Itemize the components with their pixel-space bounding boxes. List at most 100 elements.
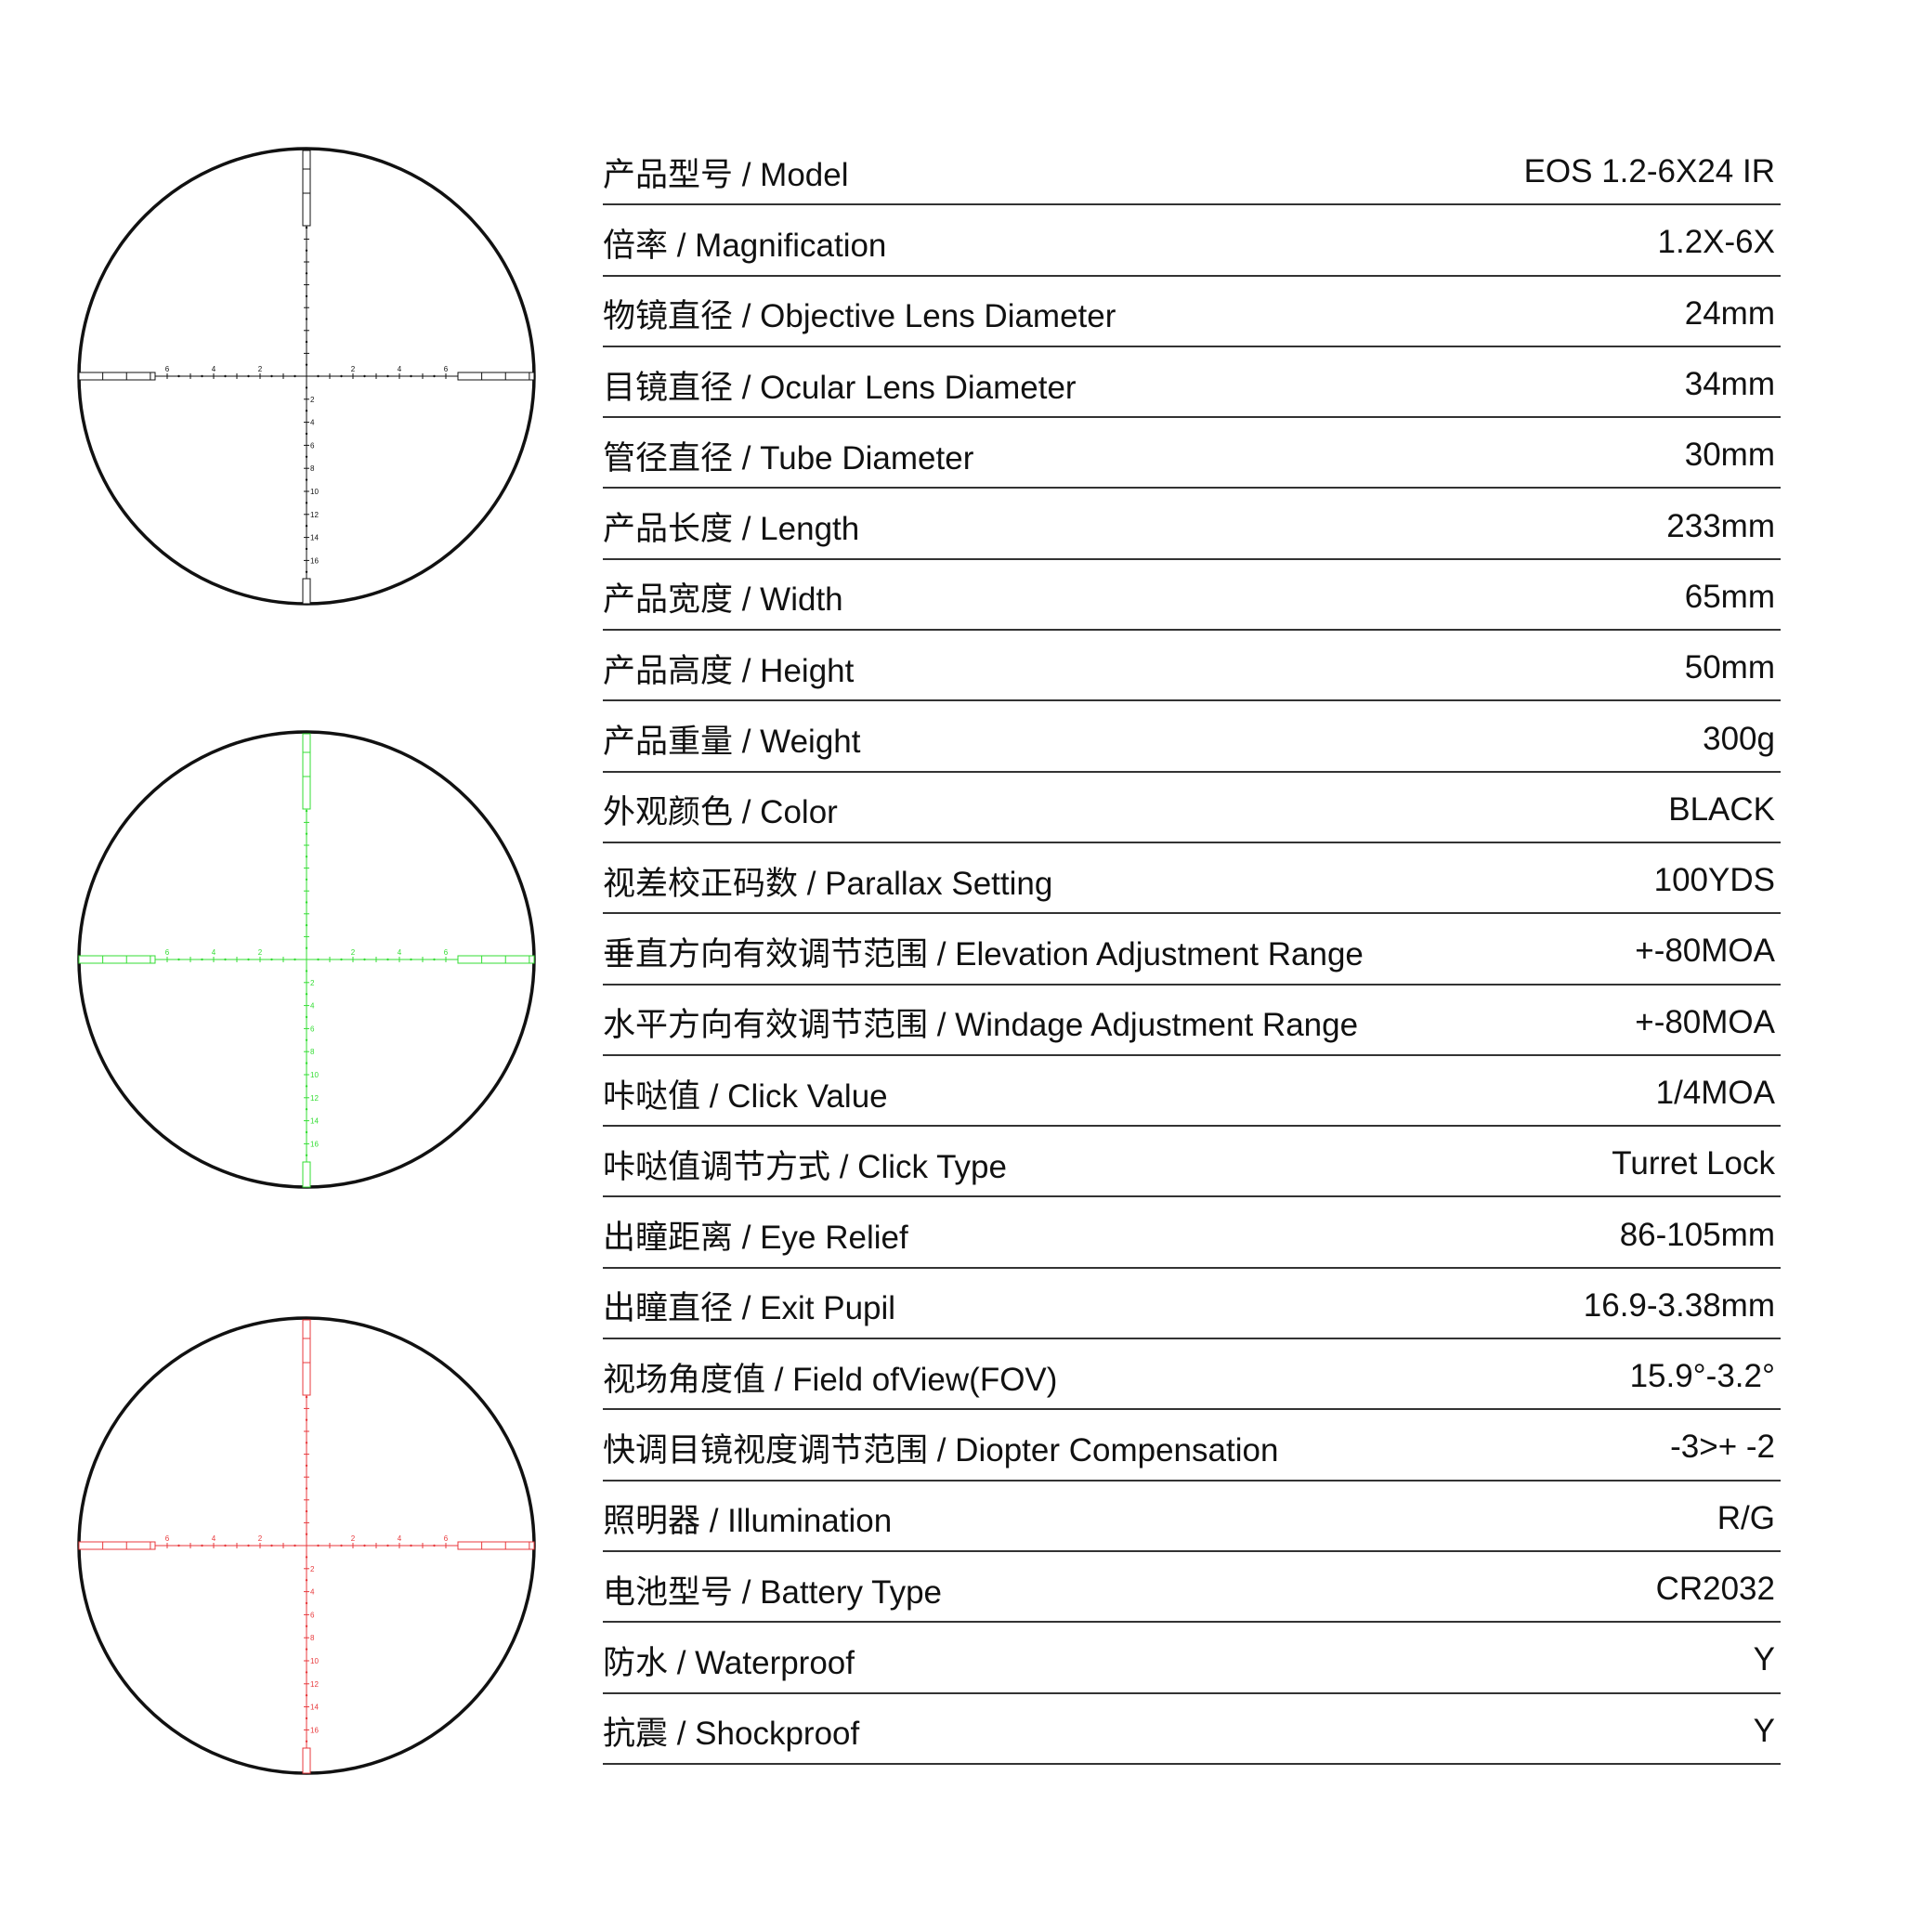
reticle-label: 4 [310,1002,315,1011]
spec-label: 倍率 / Magnification [603,227,887,264]
spec-value: Turret Lock [1612,1145,1775,1182]
spec-label: 物镜直径 / Objective Lens Diameter [603,298,1116,335]
spec-row: 管径直径 / Tube Diameter 30mm [603,418,1781,490]
reticle-label: 2 [351,948,356,957]
tick-dot [201,958,203,961]
tick-dot [305,455,308,458]
reticle-label: 10 [310,1657,319,1665]
reticle-label: 14 [310,1117,319,1126]
tick-dot [305,1671,308,1674]
tick-dot [433,374,436,378]
tick-dot [386,374,389,378]
spec-value: 50mm [1684,649,1775,686]
spec-label: 视差校正码数 / Parallax Setting [603,865,1053,902]
tick-dot [317,958,320,961]
tick-dot [305,525,308,528]
reticle-label: 10 [310,1071,319,1079]
bottom-post [302,1161,311,1188]
spec-label: 产品重量 / Weight [603,724,861,761]
spec-value: Y [1753,1641,1775,1678]
reticle-diagram-black: 2 2 4 4 6 6 2 4 6 8 10 12 14 16 [77,147,536,606]
tick-dot [410,1544,412,1547]
spec-value: 24mm [1684,294,1775,332]
tick-dot [305,923,308,927]
spec-row: 倍率 / Magnification 1.2X-6X [603,205,1781,277]
tick-dot [340,1544,343,1547]
spec-value: R/G [1717,1499,1775,1536]
reticle-label: 6 [165,365,170,373]
spec-value: 100YDS [1653,862,1775,899]
reticle-label: 14 [310,1704,319,1712]
tick-dot [305,1556,308,1559]
spec-value: +-80MOA [1635,1003,1775,1040]
tick-dot [305,809,308,813]
horizontal-post [457,372,535,381]
spec-row: 咔哒值调节方式 / Click Type Turret Lock [603,1127,1781,1198]
tick-dot [201,374,203,378]
spec-table: 产品型号 / Model EOS 1.2-6X24 IR 倍率 / Magnific… [603,135,1781,1765]
tick-dot [305,432,308,436]
spec-value: -3>+ -2 [1670,1429,1775,1466]
reticle-label: 8 [310,464,315,473]
top-post [302,733,311,810]
tick-dot [305,1533,308,1535]
spec-value: +-80MOA [1635,933,1775,970]
spec-label: 咔哒值调节方式 / Click Type [603,1148,1007,1185]
tick-dot [305,1085,308,1088]
reticle-label: 4 [212,948,216,957]
tick-dot [410,374,412,378]
tick-dot [386,958,389,961]
tick-dot [224,1544,227,1547]
spec-value: 86-105mm [1619,1216,1775,1253]
tick-dot [305,1625,308,1627]
spec-row: 产品宽度 / Width 65mm [603,560,1781,632]
reticle-label: 4 [212,365,216,373]
bottom-post [302,1747,311,1774]
tick-dot [340,958,343,961]
reticle-label: 2 [351,365,356,373]
spec-label: 出瞳直径 / Exit Pupil [603,1290,896,1327]
tick-dot [305,249,308,252]
tick-dot [363,958,366,961]
spec-row: 照明器 / Illumination R/G [603,1482,1781,1552]
tick-dot [305,946,308,949]
tick-dot [247,1544,250,1547]
spec-row: 视场角度值 / Field ofView(FOV) 15.9°-3.2° [603,1339,1781,1411]
spec-value: CR2032 [1655,1571,1775,1608]
reticle-diagram-green: 2 2 4 4 6 6 2 4 6 8 10 12 14 16 [77,730,536,1189]
reticle-label: 2 [258,365,263,373]
spec-row: 产品长度 / Length 233mm [603,489,1781,560]
tick-dot [305,1694,308,1697]
spec-value: 233mm [1666,507,1775,544]
spec-label: 防水 / Waterproof [603,1644,855,1681]
tick-dot [305,502,308,504]
spec-row: 咔哒值 / Click Value 1/4MOA [603,1056,1781,1128]
spec-label: 咔哒值 / Click Value [603,1077,888,1115]
horizontal-post [457,955,535,964]
tick-dot [305,363,308,366]
tick-dot [305,1062,308,1064]
spec-label: 产品长度 / Length [603,511,860,548]
spec-value: 1.2X-6X [1657,224,1775,261]
spec-label: 水平方向有效调节范围 / Windage Adjustment Range [603,1007,1359,1044]
spec-label: 出瞳距离 / Eye Relief [603,1220,908,1257]
tick-dot [294,958,296,961]
spec-label: 管径直径 / Tube Diameter [603,439,974,476]
tick-dot [247,374,250,378]
tick-dot [305,386,308,389]
horizontal-post [78,955,156,964]
spec-row: 外观颜色 / Color BLACK [603,773,1781,843]
tick-dot [305,272,308,275]
spec-value: 65mm [1684,578,1775,615]
horizontal-post [78,1541,156,1550]
spec-row: 防水 / Waterproof Y [603,1623,1781,1694]
reticle-label: 14 [310,534,319,542]
reticle-label: 4 [398,948,402,957]
spec-label: 产品型号 / Model [603,156,849,193]
reticle-label: 4 [310,1588,315,1597]
spec-row: 视差校正码数 / Parallax Setting 100YDS [603,843,1781,915]
reticle-label: 4 [310,419,315,427]
horizontal-post [78,372,156,381]
reticle-label: 8 [310,1048,315,1056]
reticle-label: 4 [398,1534,402,1543]
